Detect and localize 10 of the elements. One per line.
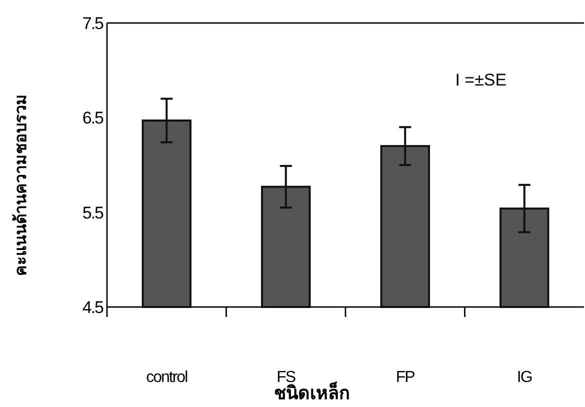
y-tick-label: 7.5 — [82, 14, 104, 33]
annotation: I =±SE — [455, 70, 507, 90]
y-tick-label: 5.5 — [82, 203, 104, 222]
x-tick-label: control — [146, 369, 188, 386]
x-axis-title: ชนิดเหล็ก — [274, 381, 350, 403]
y-tick-label: 6.5 — [82, 108, 104, 128]
x-tick-label: IG — [516, 369, 532, 386]
y-axis-title: คะแนนด้านความชอบรวม — [12, 94, 30, 276]
x-tick-label: FP — [396, 369, 415, 386]
y-tick-label: 4.5 — [82, 298, 104, 317]
